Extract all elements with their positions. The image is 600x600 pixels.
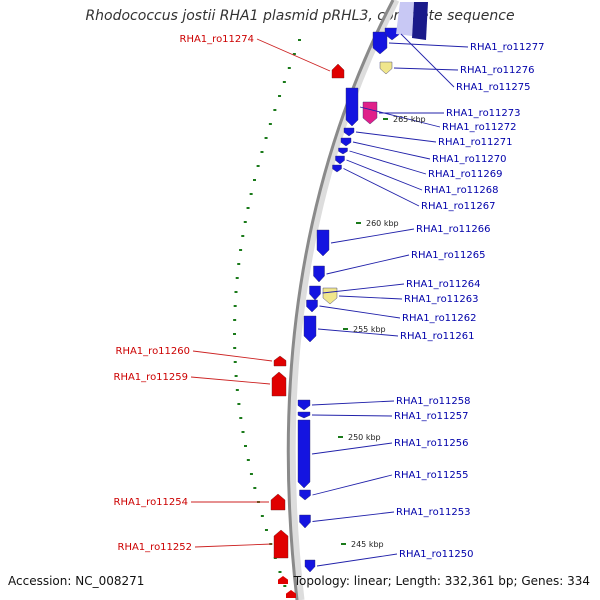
- reverse-gene-RHA1_ro11252: [273, 529, 289, 559]
- summary-text: Topology: linear; Length: 332,361 bp; Ge…: [293, 574, 590, 588]
- forward-gene-RHA1_ro11267: [332, 164, 342, 173]
- forward-gene-label: RHA1_ro11255: [394, 470, 469, 481]
- tick-label: 255 kbp: [353, 325, 386, 334]
- forward-gene-RHA1_ro11271: [343, 127, 355, 137]
- forward-gene-RHA1_ro11273: [362, 101, 378, 125]
- forward-gene-label: RHA1_ro11266: [416, 224, 491, 235]
- reverse-gene-RHA1_ro11274: [331, 63, 345, 79]
- forward-gene-connector: [393, 67, 459, 71]
- reverse-gene-RHA1_ro11259: [271, 371, 287, 397]
- forward-gene-connector: [312, 474, 393, 496]
- forward-gene-label: RHA1_ro11267: [421, 201, 496, 212]
- forward-gene-label: RHA1_ro11263: [404, 294, 479, 305]
- forward-gene-connector: [352, 141, 431, 160]
- reverse-gene-connector: [194, 543, 273, 548]
- forward-gene-label: RHA1_ro11272: [442, 122, 517, 133]
- forward-gene-connector: [330, 228, 415, 244]
- forward-gene-RHA1_ro11256: [297, 419, 311, 489]
- reverse-gene-label: RHA1_ro11259: [114, 372, 189, 383]
- backbone-shadow: [288, 0, 400, 600]
- forward-gene-RHA1_ro11268: [335, 155, 345, 165]
- forward-gene-connector: [400, 33, 455, 88]
- forward-gene-label: RHA1_ro11271: [438, 137, 513, 148]
- reverse-gene-connector: [256, 38, 331, 72]
- forward-gene-RHA1_ro11269: [338, 147, 348, 155]
- forward-gene-label: RHA1_ro11270: [432, 154, 507, 165]
- forward-gene-RHA1_ro11277: [372, 31, 388, 55]
- forward-gene-connector: [359, 106, 441, 128]
- forward-gene-label: RHA1_ro11269: [428, 169, 503, 180]
- forward-gene-label: RHA1_ro11250: [399, 549, 474, 560]
- forward-gene-connector: [388, 42, 469, 48]
- forward-gene-RHA1_ro11257: [297, 411, 311, 419]
- forward-gene-label: RHA1_ro11265: [411, 250, 486, 261]
- forward-gene-connector: [322, 283, 405, 294]
- reverse-gene-connector: [192, 350, 273, 362]
- forward-gene-label: RHA1_ro11256: [394, 438, 469, 449]
- tick-label: 245 kbp: [351, 540, 384, 549]
- reverse-gene-marker: [278, 576, 288, 584]
- forward-gene-RHA1_ro11265: [313, 265, 325, 283]
- forward-gene-label: RHA1_ro11268: [424, 185, 499, 196]
- forward-gene-connector: [317, 328, 399, 337]
- tick-label: 250 kbp: [348, 433, 381, 442]
- forward-gene-RHA1_ro11258: [297, 399, 311, 411]
- forward-gene-label: RHA1_ro11275: [456, 82, 531, 93]
- reverse-gene-label: RHA1_ro11274: [180, 34, 255, 45]
- reverse-gene-label: RHA1_ro11260: [116, 346, 191, 357]
- forward-gene-label: RHA1_ro11253: [396, 507, 471, 518]
- forward-gene-label: RHA1_ro11277: [470, 42, 545, 53]
- forward-gene-connector: [346, 159, 423, 191]
- forward-gene-label: RHA1_ro11276: [460, 65, 535, 76]
- forward-gene-label: RHA1_ro11262: [402, 313, 477, 324]
- tick-label: 260 kbp: [366, 219, 399, 228]
- accession-text: Accession: NC_008271: [8, 574, 145, 588]
- forward-gene-RHA1_ro11263: [322, 287, 338, 305]
- forward-gene-RHA1_ro11264: [309, 285, 321, 301]
- forward-gene-RHA1_ro11270: [340, 137, 352, 147]
- forward-gene-RHA1_ro11253: [299, 514, 311, 529]
- forward-gene-label: RHA1_ro11258: [396, 396, 471, 407]
- reverse-gene-RHA1_ro11260: [273, 355, 287, 367]
- reverse-gene-label: RHA1_ro11252: [118, 542, 193, 553]
- backbone: [286, 0, 395, 600]
- forward-gene-connector: [311, 442, 393, 455]
- forward-gene-connector: [316, 553, 398, 567]
- forward-gene-RHA1_ro11272: [345, 87, 359, 127]
- forward-gene-RHA1_ro11276: [379, 61, 393, 75]
- forward-gene-label: RHA1_ro11273: [446, 108, 521, 119]
- forward-gene-RHA1_ro11266: [316, 229, 330, 257]
- forward-gene-connector: [355, 131, 437, 143]
- reverse-gene-RHA1_ro11254: [270, 493, 286, 511]
- forward-gene-RHA1_ro11262: [306, 299, 318, 313]
- forward-gene-label: RHA1_ro11261: [400, 331, 475, 342]
- reverse-gene-marker: [286, 590, 296, 598]
- forward-gene-RHA1_ro11255: [299, 489, 311, 501]
- forward-gene-RHA1_ro11250: [304, 559, 316, 573]
- faded-gene-block: [396, 2, 414, 36]
- reverse-gene-connector: [190, 376, 271, 385]
- forward-gene-connector: [311, 414, 393, 417]
- forward-gene-connector: [319, 305, 401, 319]
- forward-gene-connector: [312, 511, 395, 522]
- forward-gene-label: RHA1_ro11257: [394, 411, 469, 422]
- forward-gene-connector: [349, 150, 427, 175]
- forward-gene-connector: [326, 254, 410, 275]
- forward-gene-connector: [343, 168, 420, 207]
- forward-gene-connector: [311, 400, 395, 406]
- forward-gene-connector: [338, 295, 403, 300]
- forward-gene-RHA1_ro11275: [384, 27, 400, 41]
- forward-gene-RHA1_ro11261: [303, 315, 317, 343]
- dark-gene-block: [412, 2, 428, 40]
- reverse-gene-label: RHA1_ro11254: [114, 497, 189, 508]
- tick-label: 265 kbp: [393, 115, 426, 124]
- forward-gene-label: RHA1_ro11264: [406, 279, 481, 290]
